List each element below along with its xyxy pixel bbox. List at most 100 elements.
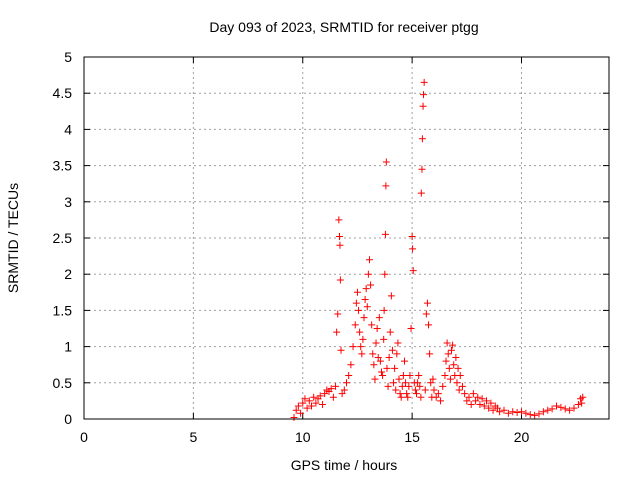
data-point <box>361 296 369 304</box>
data-point <box>395 375 403 383</box>
data-point <box>427 379 435 387</box>
data-point <box>359 335 367 343</box>
data-point <box>335 216 343 224</box>
data-point <box>417 393 425 401</box>
data-point <box>332 382 340 390</box>
data-point <box>327 385 335 393</box>
data-point <box>417 189 425 197</box>
data-point <box>381 270 389 278</box>
data-point <box>374 353 382 361</box>
data-point <box>362 285 370 293</box>
data-point <box>382 182 390 190</box>
data-point <box>305 397 313 405</box>
data-point <box>561 405 569 413</box>
data-point <box>450 361 458 369</box>
data-point <box>434 390 442 398</box>
x-tick-label: 15 <box>404 429 420 445</box>
data-point <box>445 364 453 372</box>
data-point <box>446 375 454 383</box>
data-point <box>349 343 357 351</box>
data-point <box>368 321 376 329</box>
data-point <box>414 379 422 387</box>
data-point <box>461 390 469 398</box>
data-point <box>496 408 504 416</box>
data-point <box>421 386 429 394</box>
data-point <box>456 372 464 380</box>
data-point <box>448 346 455 354</box>
data-point <box>375 314 383 322</box>
data-point <box>480 402 488 410</box>
x-tick-label: 10 <box>295 429 311 445</box>
data-point <box>411 386 419 394</box>
grid <box>84 57 609 419</box>
data-point <box>333 328 341 336</box>
axis-ticks: 0 0.5 1 1.5 2 2.5 3 3.5 4 4.5 5 0 5 10 15 20 <box>53 49 609 445</box>
data-point <box>403 390 411 398</box>
data-point <box>372 339 380 347</box>
data-point <box>360 314 368 322</box>
data-point <box>357 343 365 351</box>
x-axis-label: GPS time / hours <box>291 457 398 473</box>
data-point <box>513 408 521 416</box>
data-point <box>329 393 337 401</box>
data-point <box>393 350 401 358</box>
x-tick-label: 5 <box>189 429 197 445</box>
data-point <box>379 372 387 380</box>
data-point <box>566 406 574 414</box>
data-point <box>455 386 463 394</box>
x-tick-label: 0 <box>80 429 88 445</box>
data-point <box>334 310 342 318</box>
data-point <box>364 270 372 278</box>
data-point <box>338 390 346 398</box>
data-point <box>487 399 495 407</box>
y-tick-label: 1.5 <box>53 302 73 318</box>
data-point <box>316 392 324 400</box>
y-tick-label: 5 <box>64 49 72 65</box>
data-point <box>382 158 390 166</box>
data-point <box>406 372 414 380</box>
data-point <box>437 397 445 405</box>
plot-frame <box>83 56 610 420</box>
data-point <box>397 393 405 401</box>
data-point <box>402 379 410 387</box>
data-point <box>407 325 415 332</box>
data-point <box>539 408 547 416</box>
data-point <box>388 346 396 354</box>
data-point <box>500 406 508 414</box>
data-point <box>557 403 565 411</box>
y-tick-label: 4 <box>64 121 72 137</box>
data-point <box>531 411 539 419</box>
data-point <box>454 364 462 372</box>
data-point <box>367 281 375 289</box>
data-point <box>425 321 433 329</box>
data-point <box>485 404 493 412</box>
data-point <box>418 165 426 173</box>
data-point <box>416 382 424 390</box>
data-point <box>399 372 407 380</box>
data-point <box>472 397 480 405</box>
x-tick-label: 20 <box>514 429 530 445</box>
data-point <box>439 382 447 390</box>
data-point <box>420 78 428 86</box>
data-point <box>467 401 475 409</box>
data-point <box>526 411 534 419</box>
data-point <box>465 393 473 401</box>
data-point <box>483 397 490 405</box>
data-point <box>535 410 543 418</box>
data-point <box>336 241 344 249</box>
data-point <box>292 406 300 414</box>
data-point <box>356 328 364 336</box>
data-point <box>290 414 298 422</box>
data-point <box>299 399 307 407</box>
data-point <box>398 382 406 390</box>
data-point <box>308 402 315 410</box>
data-point <box>394 339 402 347</box>
data-point <box>579 393 587 401</box>
data-point <box>370 361 378 369</box>
data-point <box>391 364 399 372</box>
data-point <box>380 335 388 343</box>
data-point <box>409 267 417 275</box>
data-point <box>574 401 582 409</box>
data-point <box>369 350 377 358</box>
y-tick-label: 1 <box>64 339 72 355</box>
